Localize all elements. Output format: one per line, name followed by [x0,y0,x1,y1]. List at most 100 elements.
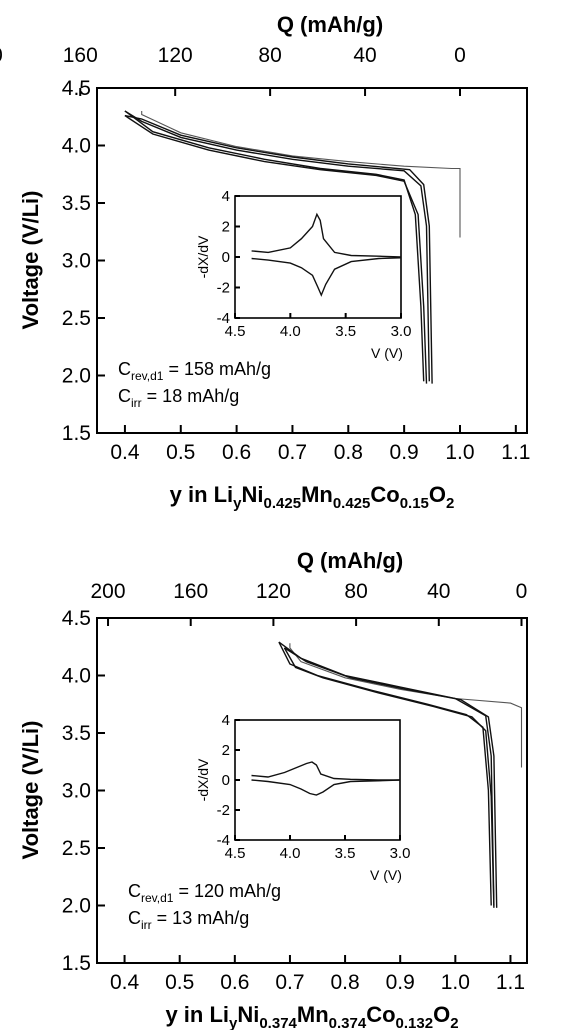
inset-y-tick-label: 4 [222,712,230,729]
inset-x-title: V (V) [371,345,403,361]
x-title-mn-sub: 0.374 [329,1015,367,1030]
x-title-o: O [433,1002,450,1027]
x-tick-label: 1.1 [501,441,530,464]
y-tick-label: 3.0 [62,250,91,273]
x-title-ni-sub: 0.425 [264,495,302,512]
y-tick-label: 4.0 [62,665,91,688]
top-tick-label: 0 [516,580,528,603]
series-layer [124,110,461,384]
series-line-3 [283,647,495,908]
x-title-pre: y in Li [170,482,234,507]
x-title-co: Co [370,482,399,507]
x-axis-title: y in LiyNi0.374Mn0.374Co0.132O2 [165,1002,458,1030]
x-title-ni: Ni [237,1002,259,1027]
top-axis-title: Q (mAh/g) [277,12,383,37]
x-tick-label: 0.7 [275,971,304,994]
inset-series-line-1 [251,779,401,796]
x-title-mn: Mn [301,482,333,507]
inset-x-tick-label: 3.5 [335,323,356,340]
x-title-co-sub: 0.132 [396,1015,434,1030]
inset-series-line-0 [251,761,400,781]
anno-rest: = 158 mAh/g [163,359,271,379]
anno-main: C [118,386,131,406]
series-line-2 [278,641,495,906]
annotation-irr-capacity: Cirr = 13 mAh/g [128,908,249,932]
series-line-4 [124,114,433,384]
top-tick-label: 40 [427,580,450,603]
inset-x-tick-label: 4.0 [280,845,301,862]
y-axis-title: Voltage (V/Li) [18,191,43,330]
x-tick-label: 1.1 [496,971,525,994]
y-tick-label: 2.5 [62,307,91,330]
inset-y-tick-label: 4 [222,188,230,205]
series-line-2 [124,110,430,382]
series-line-0 [141,111,461,238]
inset-x-title: V (V) [370,867,402,883]
x-axis-title: y in LiyNi0.425Mn0.425Co0.15O2 [170,482,455,512]
top-tick-label: 120 [158,44,193,67]
inset-y-tick-label: -2 [217,280,230,297]
y-tick-label: 1.5 [62,952,91,975]
inset-y-tick-label: -4 [217,832,230,849]
annotation-rev-capacity: Crev,d1 = 120 mAh/g [128,881,281,905]
anno-rest: = 120 mAh/g [173,881,281,901]
y-axis-ticks: 1.5 2.0 2.5 3.0 3.5 4.0 4.5 [62,607,105,975]
x-axis-ticks: 0.4 0.5 0.6 0.7 0.8 0.9 1.0 1.1 [110,425,530,464]
top-tick-label: 160 [63,44,98,67]
x-title-y: y [233,495,242,512]
inset-x-tick-label: 4.0 [280,323,301,340]
series-line-1 [278,641,492,906]
chart-panel-bottom: Q (mAh/g) 0.4 0.5 0.6 0.7 0.8 0.9 1.0 1.1 1.5 2.… [18,548,528,1030]
y-tick-label: 4.5 [62,607,91,630]
inset-y-tick-label: 0 [222,772,230,789]
x-title-co-sub: 0.15 [400,495,429,512]
inset-x-tick-label: 3.5 [335,845,356,862]
inset-y-ticks: 4 2 0 -2 -4 [217,712,240,849]
top-tick-label: 120 [256,580,291,603]
x-title-mn-sub: 0.425 [333,495,371,512]
inset-series-line-1 [251,257,402,297]
series-line-3 [124,115,428,384]
x-tick-label: 0.5 [165,971,194,994]
y-tick-label: 3.0 [62,780,91,803]
inset-x-ticks: 4.5 4.0 3.5 3.0 [225,313,412,340]
inset-series-layer [251,212,402,297]
top-axis-ticks: 200 160 120 80 40 0 [0,44,466,96]
x-tick-label: 0.4 [110,441,140,464]
inset-chart: 4.5 4.0 3.5 3.0 4 2 0 -2 -4 -dX/dV V (V) [195,712,410,883]
y-tick-label: 3.5 [62,192,91,215]
top-tick-label: 40 [353,44,376,67]
y-tick-label: 1.5 [62,422,91,445]
x-title-o-sub: 2 [450,1015,458,1030]
inset-series-line-0 [251,212,402,258]
y-axis-title: Voltage (V/Li) [18,721,43,860]
x-tick-label: 0.9 [390,441,419,464]
top-tick-label: 0 [454,44,466,67]
y-tick-label: 2.5 [62,837,91,860]
series-layer [278,641,523,908]
inset-x-tick-label: 3.0 [391,323,412,340]
series-line-1 [124,110,425,382]
top-tick-label: 80 [258,44,281,67]
inset-y-tick-label: 2 [222,219,230,236]
inset-x-tick-label: 4.5 [225,323,246,340]
y-tick-label: 3.5 [62,722,91,745]
x-title-y: y [229,1015,238,1030]
top-axis-title: Q (mAh/g) [297,548,403,573]
top-tick-label: 80 [344,580,367,603]
y-tick-label: 4.0 [62,135,91,158]
x-title-pre: y in Li [165,1002,229,1027]
x-tick-label: 0.7 [278,441,307,464]
x-axis-ticks: 0.4 0.5 0.6 0.7 0.8 0.9 1.0 1.1 [110,955,525,994]
x-title-mn: Mn [297,1002,329,1027]
annotation-rev-capacity: Crev,d1 = 158 mAh/g [118,359,271,383]
top-tick-label: 200 [0,44,3,67]
y-tick-label: 4.5 [62,77,91,100]
x-tick-label: 0.6 [220,971,249,994]
x-tick-label: 0.8 [334,441,363,464]
inset-x-tick-label: 3.0 [390,845,411,862]
inset-frame [234,195,402,319]
inset-y-title: -dX/dV [195,235,211,278]
x-title-co: Co [366,1002,395,1027]
top-tick-label: 200 [91,580,126,603]
